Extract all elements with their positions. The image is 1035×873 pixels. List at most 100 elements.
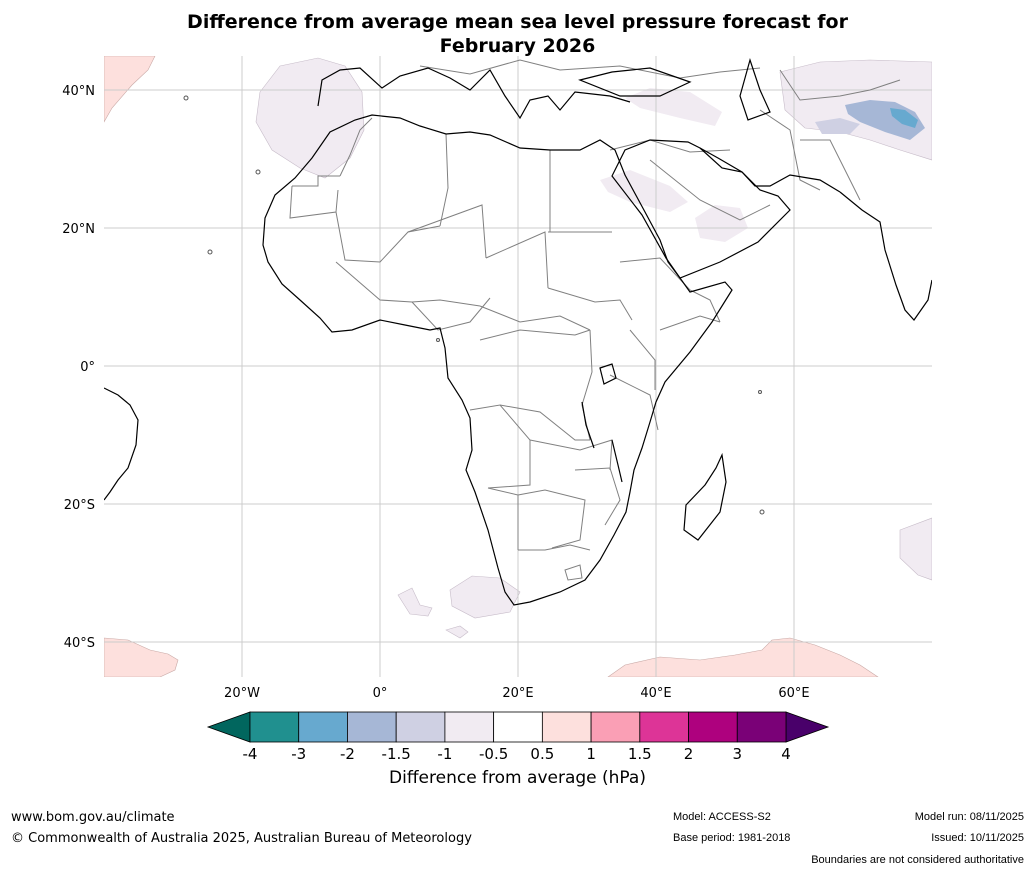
coast-persian-gulf <box>699 147 841 193</box>
colorbar-tick-label: -3 <box>291 745 306 763</box>
border-western-sahara <box>292 175 340 187</box>
colorbar-label: Difference from average (hPa) <box>389 768 646 788</box>
island-azores <box>183 95 189 101</box>
colorbar-tick-label: -4 <box>243 745 258 763</box>
border-drc-north <box>479 329 591 341</box>
border-zimbabwe-moz <box>574 467 621 526</box>
border-ethiopia <box>619 257 721 323</box>
colorbar-segment <box>688 711 738 743</box>
border-drc-east <box>581 329 593 441</box>
colorbar-segment <box>347 711 397 743</box>
colorbar-tick-label: 1 <box>586 745 596 763</box>
colorbar-segments <box>249 711 787 743</box>
negative-anomaly-south-atlantic-small <box>397 587 433 617</box>
model-run-date: Model run: 08/11/2025 <box>914 811 1024 823</box>
colorbar-segment <box>639 711 689 743</box>
border-namibia <box>487 487 519 550</box>
boundaries-disclaimer: Boundaries are not considered authoritat… <box>811 854 1024 866</box>
coast-lake-malawi <box>611 439 623 483</box>
border-middle-east <box>609 139 731 153</box>
colorbar-tick-label: -0.5 <box>479 745 508 763</box>
colorbar-segment <box>249 711 300 743</box>
negative-anomaly-south-atlantic-dot <box>445 625 469 639</box>
website-link[interactable]: www.bom.gov.au/climate <box>11 810 175 825</box>
lat-tick-label: 40°N <box>62 84 95 99</box>
positive-anomaly-south-indian <box>607 637 879 677</box>
island-cape-verde <box>207 249 213 255</box>
colorbar-segment <box>541 711 592 743</box>
negative-anomaly-south-atlantic <box>449 575 521 619</box>
colorbar-segment <box>493 711 543 743</box>
coast-black-sea <box>578 67 692 97</box>
lon-tick-label: 0° <box>373 686 388 701</box>
colorbar-tick-label: -1.5 <box>382 745 411 763</box>
map-panel <box>104 56 932 677</box>
border-central-asia <box>779 69 901 101</box>
colorbar-segment <box>444 711 495 743</box>
lat-tick-label: 40°S <box>64 636 95 651</box>
colorbar-tick-label: 1.5 <box>628 745 652 763</box>
positive-anomaly-north-atlantic <box>104 56 156 123</box>
colorbar-tick-label: 4 <box>781 745 791 763</box>
negative-anomaly-arabia <box>600 170 688 212</box>
colorbar-segment <box>736 711 787 743</box>
colorbar-over-triangle <box>785 711 830 743</box>
island-seychelles <box>758 390 762 394</box>
islands <box>183 95 765 515</box>
positive-anomaly-south-west <box>104 637 179 677</box>
coast-lake-victoria <box>599 363 617 385</box>
border-car <box>479 305 591 331</box>
country-borders <box>289 59 901 581</box>
coast-europe <box>317 67 631 120</box>
border-botswana <box>517 489 586 549</box>
coast-south-america <box>104 387 139 501</box>
coastlines <box>104 57 932 606</box>
negative-anomaly-east-atlantic <box>255 57 365 179</box>
colorbar-tick-label: 0.5 <box>530 745 554 763</box>
base-period: Base period: 1981-2018 <box>673 832 791 844</box>
border-saudi <box>649 159 771 221</box>
border-sahel <box>335 261 481 307</box>
model-name: Model: ACCESS-S2 <box>673 811 771 823</box>
border-nigeria <box>411 297 491 331</box>
issued-date: Issued: 10/11/2025 <box>931 832 1024 844</box>
border-mauritania <box>289 185 339 219</box>
colorbar-segment <box>590 711 641 743</box>
border-zambia <box>529 439 613 471</box>
lat-tick-label: 0° <box>80 360 95 375</box>
chart-title-line-1: Difference from average mean sea level p… <box>187 11 848 33</box>
lon-tick-label: 60°E <box>778 686 809 701</box>
coast-lake-tanganyika <box>581 401 595 449</box>
border-angola <box>469 404 531 489</box>
border-europe <box>419 59 761 79</box>
island-canaries <box>255 169 261 175</box>
latitude-axis-labels: 40°N 20°N 0° 20°S 40°S <box>62 84 95 651</box>
chart-title-line-2: February 2026 <box>439 35 596 57</box>
border-morocco-algeria <box>339 117 373 177</box>
longitude-axis-labels: 20°W 0° 20°E 40°E 60°E <box>224 686 810 701</box>
coast-madagascar <box>683 452 727 541</box>
border-chad-sudan <box>485 231 549 289</box>
strong-negative-himalaya <box>890 108 918 128</box>
lon-tick-label: 40°E <box>640 686 671 701</box>
border-niger-chad <box>407 204 487 259</box>
anomaly-shading <box>104 56 932 677</box>
border-algeria-libya <box>439 133 449 227</box>
copyright-text: © Commonwealth of Australia 2025, Austra… <box>11 831 472 846</box>
island-sao-tome <box>436 338 440 342</box>
border-iran-afghan <box>759 109 821 191</box>
border-lesotho <box>564 564 583 581</box>
colorbar-segment <box>298 711 348 743</box>
negative-anomaly-caspian <box>815 118 860 134</box>
lat-tick-label: 20°S <box>64 498 95 513</box>
graticule <box>104 56 932 677</box>
colorbar-under-triangle <box>206 711 251 743</box>
colorbar-tick-label: 3 <box>732 745 742 763</box>
lon-tick-label: 20°E <box>502 686 533 701</box>
border-kenya <box>629 329 656 390</box>
colorbar-tick-label: 2 <box>684 745 694 763</box>
lon-tick-label: 20°W <box>224 686 260 701</box>
colorbar-segment <box>395 711 446 743</box>
colorbar: -4 -3 -2 -1.5 -1 -0.5 0.5 1 1.5 2 3 4 <box>206 711 830 763</box>
